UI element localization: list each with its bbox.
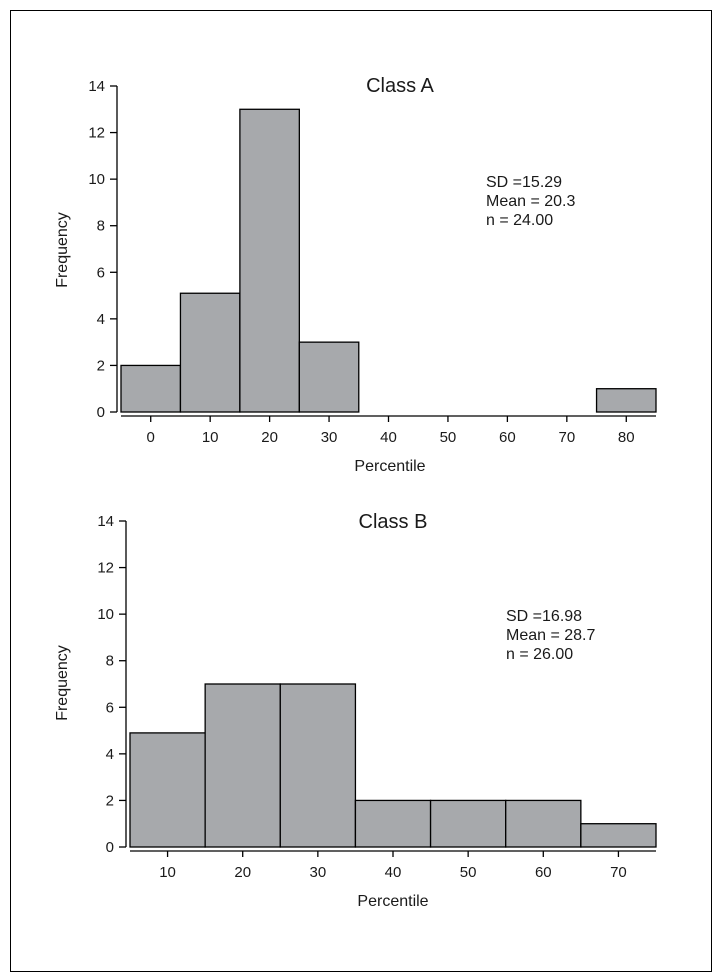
stat-sd: SD =15.29 [486, 174, 562, 191]
x-axis-title: Percentile [357, 893, 428, 910]
histogram-bar [239, 108, 300, 413]
y-axis-title: Frequency [54, 645, 71, 721]
stat-mean: Mean = 28.7 [506, 627, 596, 644]
stat-sd: SD =16.98 [506, 608, 582, 625]
x-tick-label: 60 [499, 429, 516, 446]
chart-class-a: Class A 0 2 4 6 8 10 12 14 0 10 20 30 40 50 60 70 80 Fre… [54, 75, 657, 475]
histogram-bar [204, 683, 281, 848]
x-tick-label: 20 [234, 864, 251, 881]
y-tick-label: 14 [88, 78, 105, 95]
y-tick-label: 10 [97, 606, 114, 623]
axes: 0 2 4 6 8 10 12 14 10 20 30 40 50 60 70 [97, 513, 656, 881]
y-tick-label: 12 [97, 560, 114, 577]
x-tick-label: 70 [558, 429, 575, 446]
chart-title: Class A [366, 75, 434, 97]
y-tick-label: 12 [88, 125, 105, 142]
histogram-bar [129, 732, 206, 848]
y-tick-label: 2 [97, 357, 105, 374]
bars [129, 683, 657, 848]
x-tick-label: 30 [310, 864, 327, 881]
y-tick-label: 4 [106, 746, 114, 763]
x-tick-label: 10 [202, 429, 219, 446]
histogram-bar [580, 823, 657, 848]
histogram-bar [298, 341, 360, 413]
y-tick-label: 14 [97, 513, 114, 530]
stat-mean: Mean = 20.3 [486, 193, 576, 210]
histogram-bar [505, 799, 582, 848]
chart-class-b: Class B 0 2 4 6 8 10 12 14 10 20 30 40 50 60 70 Freque… [54, 511, 657, 910]
x-tick-label: 10 [159, 864, 176, 881]
figure-frame [10, 10, 712, 972]
axes: 0 2 4 6 8 10 12 14 0 10 20 30 40 50 60 70 80 [88, 78, 656, 446]
x-tick-label: 80 [618, 429, 635, 446]
histogram-bar [429, 799, 507, 848]
y-tick-label: 0 [97, 404, 105, 421]
y-tick-label: 8 [106, 653, 114, 670]
y-tick-label: 2 [106, 792, 114, 809]
x-tick-label: 50 [440, 429, 457, 446]
x-tick-label: 40 [380, 429, 397, 446]
y-tick-label: 0 [106, 839, 114, 856]
x-tick-label: 60 [535, 864, 552, 881]
x-tick-label: 50 [460, 864, 477, 881]
y-tick-label: 10 [88, 171, 105, 188]
chart-title: Class B [359, 511, 428, 533]
x-tick-label: 40 [385, 864, 402, 881]
x-tick-label: 30 [321, 429, 338, 446]
stat-n: n = 26.00 [506, 646, 573, 663]
y-tick-label: 4 [97, 311, 105, 328]
x-tick-label: 0 [147, 429, 155, 446]
stat-n: n = 24.00 [486, 212, 553, 229]
histogram-bar [179, 292, 241, 413]
histogram-bar [354, 799, 432, 848]
x-tick-label: 70 [610, 864, 627, 881]
x-axis-title: Percentile [354, 458, 425, 475]
y-axis-title: Frequency [54, 212, 71, 288]
y-tick-label: 6 [106, 699, 114, 716]
y-tick-label: 8 [97, 218, 105, 235]
histogram-bar [120, 364, 182, 413]
x-tick-label: 20 [261, 429, 278, 446]
bars [120, 108, 657, 413]
histogram-bar [595, 388, 657, 413]
histogram-bar [279, 683, 357, 848]
y-tick-label: 6 [97, 264, 105, 281]
